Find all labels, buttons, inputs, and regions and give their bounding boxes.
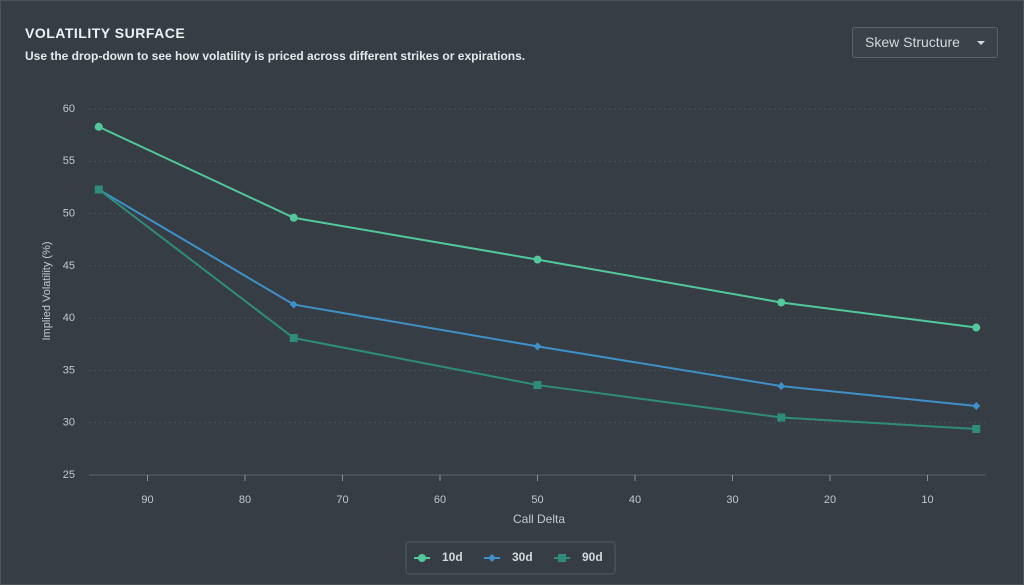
- data-point: [289, 300, 298, 309]
- data-point: [972, 323, 981, 332]
- chart-subtitle: Use the drop-down to see how volatility …: [25, 49, 526, 63]
- data-point: [777, 382, 786, 391]
- x-tick-label: 70: [336, 494, 348, 506]
- data-point: [94, 122, 103, 131]
- y-tick-label: 25: [63, 469, 75, 481]
- y-tick-label: 50: [63, 207, 75, 219]
- legend-marker[interactable]: [418, 554, 426, 562]
- dropdown-caret[interactable]: [977, 41, 985, 45]
- legend-label[interactable]: 10d: [442, 550, 463, 564]
- x-tick-label: 20: [824, 494, 836, 506]
- x-tick-label: 60: [434, 494, 446, 506]
- legend-label[interactable]: 30d: [512, 550, 533, 564]
- x-tick-label: 80: [239, 494, 251, 506]
- series-line: [98, 188, 977, 407]
- x-tick-label: 10: [921, 494, 933, 506]
- y-tick-label: 45: [63, 260, 75, 272]
- y-tick-label: 40: [63, 312, 75, 324]
- y-tick-label: 35: [63, 364, 75, 376]
- dropdown[interactable]: Skew Structure: [852, 27, 998, 58]
- series-line: [98, 125, 977, 329]
- data-point: [533, 255, 542, 264]
- data-point: [972, 401, 981, 410]
- y-tick-label: 30: [63, 417, 75, 429]
- data-point: [289, 334, 298, 343]
- data-point: [777, 413, 786, 422]
- x-tick-label: 50: [531, 494, 543, 506]
- x-tick-label: 40: [629, 494, 641, 506]
- legend-label[interactable]: 90d: [582, 550, 603, 564]
- x-tick-label: 90: [141, 494, 153, 506]
- y-tick-label: 60: [63, 103, 75, 115]
- data-point: [94, 185, 103, 194]
- legend-marker[interactable]: [488, 554, 496, 562]
- legend-box: [405, 541, 616, 575]
- legend-marker[interactable]: [558, 554, 566, 562]
- data-point: [533, 381, 542, 390]
- dropdown-label[interactable]: Skew Structure: [865, 34, 960, 50]
- data-point: [972, 424, 981, 433]
- data-point: [777, 298, 786, 307]
- data-point: [533, 342, 542, 351]
- y-axis-label: Implied Volatility (%): [41, 241, 53, 340]
- y-tick-label: 55: [63, 155, 75, 167]
- x-tick-label: 30: [726, 494, 738, 506]
- data-point: [289, 213, 298, 222]
- chart-title: VOLATILITY SURFACE: [25, 25, 186, 41]
- x-axis-label: Call Delta: [513, 512, 565, 526]
